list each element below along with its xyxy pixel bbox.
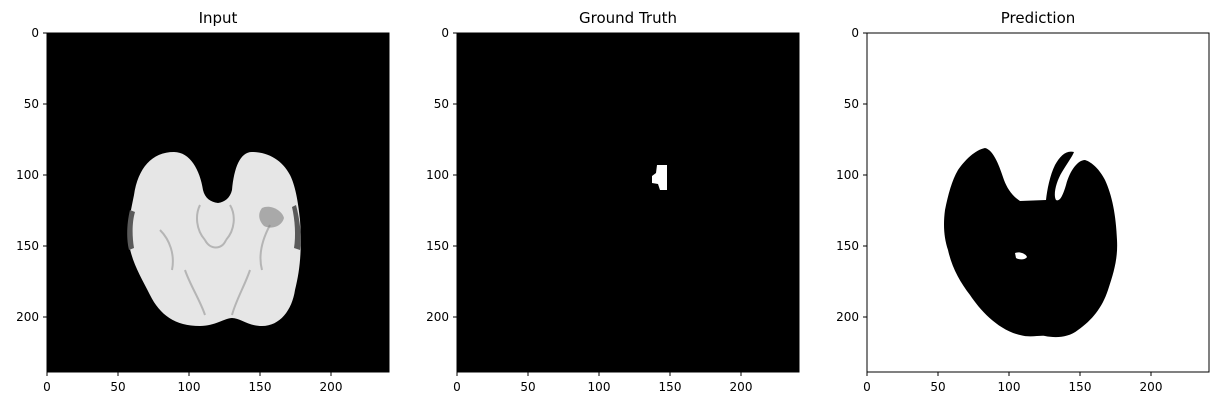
brain-image xyxy=(127,152,301,326)
x-tick-label: 150 xyxy=(659,380,682,394)
panel-ground-truth: Ground Truth 0 50 100 150 200 0 50 100 xyxy=(426,9,800,394)
y-tick-label: 150 xyxy=(426,239,449,253)
panel-title: Prediction xyxy=(1001,9,1076,27)
y-tick-label: 200 xyxy=(836,310,859,324)
y-axis: 0 50 100 150 200 xyxy=(16,26,47,324)
brain-edge-left xyxy=(127,210,135,250)
x-tick-label: 150 xyxy=(249,380,272,394)
x-tick-label: 50 xyxy=(520,380,535,394)
y-tick-label: 0 xyxy=(31,26,39,40)
axes-frame xyxy=(456,32,800,373)
x-tick-label: 200 xyxy=(1140,380,1163,394)
brain-dark-region xyxy=(259,206,284,228)
panel-title: Ground Truth xyxy=(579,9,677,27)
panel-input: Input 0 50 100 150 200 0 xyxy=(16,9,390,394)
x-tick-label: 100 xyxy=(998,380,1021,394)
mask-image xyxy=(652,165,667,190)
x-axis: 0 50 100 150 200 xyxy=(453,372,752,394)
y-axis: 0 50 100 150 200 xyxy=(426,26,457,324)
brain-shape xyxy=(128,152,301,326)
x-tick-label: 0 xyxy=(453,380,461,394)
panel-title: Input xyxy=(199,9,238,27)
x-tick-label: 50 xyxy=(930,380,945,394)
x-tick-label: 100 xyxy=(178,380,201,394)
brain-edge-right xyxy=(292,205,301,250)
y-tick-label: 50 xyxy=(844,97,859,111)
image-background xyxy=(457,33,799,372)
y-tick-label: 100 xyxy=(426,168,449,182)
y-tick-label: 150 xyxy=(836,239,859,253)
y-tick-label: 0 xyxy=(851,26,859,40)
x-tick-label: 0 xyxy=(43,380,51,394)
axes-frame xyxy=(866,32,1210,373)
y-tick-label: 0 xyxy=(441,26,449,40)
x-tick-label: 150 xyxy=(1069,380,1092,394)
x-tick-label: 50 xyxy=(110,380,125,394)
x-axis: 0 50 100 150 200 xyxy=(43,372,342,394)
y-tick-label: 200 xyxy=(426,310,449,324)
brain-texture xyxy=(159,204,271,316)
y-tick-label: 100 xyxy=(16,168,39,182)
y-axis: 0 50 100 150 200 xyxy=(836,26,867,324)
x-tick-label: 200 xyxy=(730,380,753,394)
x-tick-label: 100 xyxy=(588,380,611,394)
y-tick-label: 100 xyxy=(836,168,859,182)
x-tick-label: 200 xyxy=(320,380,343,394)
x-axis: 0 50 100 150 200 xyxy=(863,372,1162,394)
prediction-image xyxy=(944,148,1118,338)
y-tick-label: 50 xyxy=(24,97,39,111)
y-tick-label: 200 xyxy=(16,310,39,324)
y-tick-label: 50 xyxy=(434,97,449,111)
lesion-mask xyxy=(652,165,667,190)
x-tick-label: 0 xyxy=(863,380,871,394)
axes-frame xyxy=(46,32,390,373)
panel-prediction: Prediction 0 50 100 150 200 0 50 100 xyxy=(836,9,1210,394)
y-tick-label: 150 xyxy=(16,239,39,253)
prediction-mask xyxy=(944,148,1118,338)
